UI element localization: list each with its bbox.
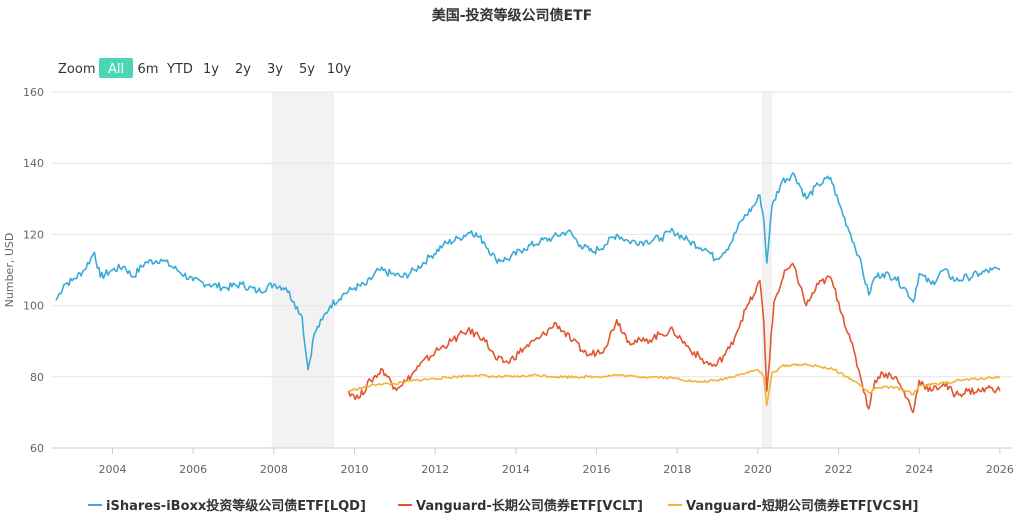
range-button-label: 10y bbox=[327, 62, 352, 77]
range-button-1y[interactable]: 1y bbox=[203, 62, 219, 77]
x-tick-label: 2008 bbox=[260, 463, 288, 476]
legend-item-0[interactable]: iShares-iBoxx投资等级公司债ETF[LQD] bbox=[88, 498, 366, 514]
range-button-label: 6m bbox=[138, 62, 159, 77]
series-line-1 bbox=[347, 262, 1001, 414]
legend-item-2[interactable]: Vanguard-短期公司债券ETF[VCSH] bbox=[668, 498, 918, 514]
x-tick-label: 2026 bbox=[986, 463, 1014, 476]
recession-band bbox=[271, 92, 335, 448]
legend: iShares-iBoxx投资等级公司债ETF[LQD] Vanguard-长期公… bbox=[88, 498, 918, 514]
x-axis: 2004 2006 2008 2010 2012 2014 2016 2018 2020 2022… bbox=[52, 447, 1014, 476]
range-button-10y[interactable]: 10y bbox=[327, 62, 352, 77]
range-button-label: 2y bbox=[235, 62, 251, 77]
range-button-ytd[interactable]: YTD bbox=[166, 62, 193, 77]
range-button-all[interactable]: All bbox=[99, 58, 133, 78]
y-tick-label: 140 bbox=[23, 157, 44, 170]
chart-title: 美国-投资等级公司债ETF bbox=[432, 7, 593, 24]
range-button-label: All bbox=[108, 62, 124, 77]
x-tick-label: 2014 bbox=[502, 463, 530, 476]
series-line-2 bbox=[348, 363, 1001, 407]
y-axis-title: Number, USD bbox=[3, 233, 16, 308]
legend-label: Vanguard-短期公司债券ETF[VCSH] bbox=[686, 498, 918, 514]
x-tick-label: 2020 bbox=[744, 463, 772, 476]
legend-label: Vanguard-长期公司债券ETF[VCLT] bbox=[416, 498, 643, 514]
x-tick-label: 2022 bbox=[825, 463, 853, 476]
x-tick-label: 2024 bbox=[905, 463, 933, 476]
range-button-label: 3y bbox=[267, 62, 283, 77]
range-button-label: 1y bbox=[203, 62, 219, 77]
y-tick-label: 160 bbox=[23, 86, 44, 99]
range-button-label: 5y bbox=[299, 62, 315, 77]
range-button-5y[interactable]: 5y bbox=[299, 62, 315, 77]
range-button-2y[interactable]: 2y bbox=[235, 62, 251, 77]
legend-item-1[interactable]: Vanguard-长期公司债券ETF[VCLT] bbox=[398, 498, 643, 514]
range-buttons: All 6m YTD 1y 2y 3y 5y 10y bbox=[99, 58, 351, 78]
recession-band bbox=[761, 92, 772, 448]
series-line-0 bbox=[55, 172, 1001, 371]
zoom-label: Zoom bbox=[58, 62, 95, 77]
y-tick-label: 120 bbox=[23, 228, 44, 241]
x-tick-label: 2012 bbox=[421, 463, 449, 476]
range-button-active-bg bbox=[99, 58, 133, 78]
y-tick-label: 60 bbox=[30, 442, 44, 455]
x-tick-label: 2016 bbox=[583, 463, 611, 476]
range-button-6m[interactable]: 6m bbox=[138, 62, 159, 77]
series-lines bbox=[55, 172, 1001, 414]
y-tick-label: 80 bbox=[30, 371, 44, 384]
y-axis-ticks: 60 80 100 120 140 160 bbox=[23, 86, 44, 455]
y-tick-label: 100 bbox=[23, 300, 44, 313]
x-tick-label: 2006 bbox=[179, 463, 207, 476]
x-tick-label: 2004 bbox=[99, 463, 127, 476]
range-button-3y[interactable]: 3y bbox=[267, 62, 283, 77]
range-button-label: YTD bbox=[166, 62, 193, 77]
range-selector: Zoom All 6m YTD 1y 2y 3y 5y 10y bbox=[58, 58, 351, 78]
legend-label: iShares-iBoxx投资等级公司债ETF[LQD] bbox=[106, 498, 366, 514]
grid-lines bbox=[52, 91, 1012, 449]
x-tick-label: 2010 bbox=[341, 463, 369, 476]
recession-bands bbox=[271, 92, 772, 448]
x-tick-label: 2018 bbox=[663, 463, 691, 476]
